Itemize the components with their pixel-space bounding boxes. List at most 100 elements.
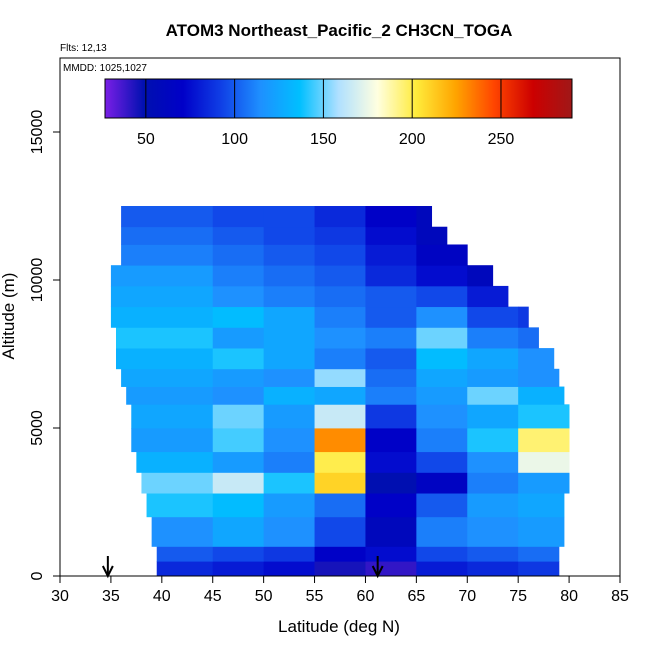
heatmap-cell	[131, 428, 214, 453]
heatmap-cell	[467, 368, 519, 387]
heatmap-cell	[365, 451, 417, 473]
heatmap-cell	[116, 327, 214, 349]
x-tick-label: 85	[611, 588, 629, 605]
colorbar-tick-label: 150	[310, 131, 337, 148]
heatmap-cell	[212, 348, 265, 370]
heatmap-cell	[314, 306, 366, 328]
heatmap-cell	[212, 206, 265, 228]
x-tick-label: 40	[153, 588, 171, 605]
heatmap-cell	[136, 451, 214, 473]
heatmap-cell	[314, 244, 366, 266]
x-tick-label: 60	[357, 588, 375, 605]
heatmap-cell	[141, 472, 214, 494]
x-axis: 30 35 40 45 50 55 60 65 70 75 80 85	[51, 576, 629, 605]
heatmap-cell	[263, 348, 315, 370]
heatmap-cell	[467, 404, 519, 429]
heatmap-cell	[467, 561, 519, 576]
heatmap-cell	[365, 244, 417, 266]
heatmap-cell	[365, 327, 417, 349]
plot-frame	[59, 57, 621, 577]
heatmap-cell	[146, 493, 214, 518]
y-axis-label: Altitude (m)	[0, 273, 18, 360]
y-axis: 0 5000 10000 15000	[29, 110, 60, 580]
chart-title: ATOM3 Northeast_Pacific_2 CH3CN_TOGA	[166, 21, 513, 40]
heatmap-cell	[314, 404, 366, 429]
heatmap-cell	[416, 516, 468, 547]
heatmap-cell	[416, 244, 468, 266]
heatmap-cell	[156, 546, 214, 562]
heatmap-cell	[314, 368, 366, 387]
heatmap-cell	[416, 348, 468, 370]
heatmap-cell	[263, 428, 315, 453]
heatmap-cell	[365, 206, 417, 228]
heatmap-cell	[365, 306, 417, 328]
heatmap-cell	[518, 306, 529, 328]
heatmap-cell	[121, 368, 214, 387]
heatmap-cell	[467, 327, 519, 349]
heatmap-cell	[518, 561, 560, 576]
heatmap-cell	[365, 226, 417, 245]
heatmap-cell	[467, 386, 519, 405]
y-tick-label: 5000	[29, 410, 46, 446]
heatmap-cell	[263, 546, 315, 562]
colorbar-tick-label: 200	[399, 131, 426, 148]
x-axis-label: Latitude (deg N)	[278, 617, 400, 636]
heatmap-cell	[416, 561, 468, 576]
heatmap-cell	[314, 546, 366, 562]
heatmap-cell	[365, 285, 417, 308]
heatmap-cells	[110, 206, 570, 576]
heatmap-cell	[263, 206, 315, 228]
heatmap-cell	[314, 348, 366, 370]
heatmap-cell	[314, 561, 366, 576]
heatmap-cell	[212, 386, 265, 405]
y-tick-label: 15000	[29, 110, 46, 155]
colorbar-tick-label: 250	[488, 131, 515, 148]
heatmap-cell	[416, 428, 468, 453]
x-tick-label: 75	[509, 588, 527, 605]
heatmap-cell	[365, 516, 417, 547]
heatmap-cell	[365, 368, 417, 387]
heatmap-cell	[314, 472, 366, 494]
dates-note: MMDD: 1025,1027	[63, 63, 147, 74]
heatmap-cell	[416, 265, 468, 287]
x-tick-label: 65	[407, 588, 425, 605]
heatmap-cell	[131, 404, 214, 429]
heatmap-cell	[518, 348, 555, 370]
heatmap-cell	[314, 386, 366, 405]
heatmap-cell	[467, 546, 519, 562]
heatmap-cell	[212, 244, 265, 266]
x-tick-label: 70	[458, 588, 476, 605]
heatmap-cell	[365, 428, 417, 453]
heatmap-cell	[212, 404, 265, 429]
heatmap-cell	[365, 265, 417, 287]
heatmap-cell	[212, 472, 265, 494]
heatmap-cell	[263, 368, 315, 387]
heatmap-cell	[416, 386, 468, 405]
heatmap-cell	[467, 348, 519, 370]
heatmap-cell	[126, 386, 214, 405]
heatmap-cell	[314, 265, 366, 287]
heatmap-cell	[314, 451, 366, 473]
x-tick-label: 45	[204, 588, 222, 605]
x-tick-label: 50	[255, 588, 273, 605]
heatmap-cell	[263, 404, 315, 429]
heatmap-cell	[416, 546, 468, 562]
heatmap-cell	[518, 327, 539, 349]
heatmap-cell	[416, 404, 468, 429]
colorbar-ticks: 50 100 150 200 250	[137, 79, 514, 148]
heatmap-cell	[518, 516, 565, 547]
y-tick-label: 0	[29, 571, 46, 580]
heatmap-cell	[518, 386, 565, 405]
heatmap-cell	[263, 561, 315, 576]
heatmap-cell	[263, 386, 315, 405]
heatmap-cell	[212, 306, 265, 328]
colorbar-tick-label: 100	[221, 131, 248, 148]
heatmap-cell	[263, 493, 315, 518]
heatmap-cell	[121, 226, 214, 245]
heatmap-cell	[212, 516, 265, 547]
heatmap-cell	[416, 472, 468, 494]
heatmap-cell	[518, 493, 565, 518]
heatmap-cell	[263, 285, 315, 308]
heatmap-cell	[314, 285, 366, 308]
